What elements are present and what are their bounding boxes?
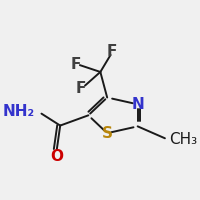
Text: S: S (102, 126, 113, 141)
Text: NH₂: NH₂ (3, 104, 35, 119)
Text: N: N (131, 97, 144, 112)
Text: O: O (50, 149, 63, 164)
Text: F: F (106, 44, 117, 59)
Text: F: F (76, 81, 86, 96)
Text: F: F (70, 57, 81, 72)
Text: CH₃: CH₃ (169, 132, 197, 147)
